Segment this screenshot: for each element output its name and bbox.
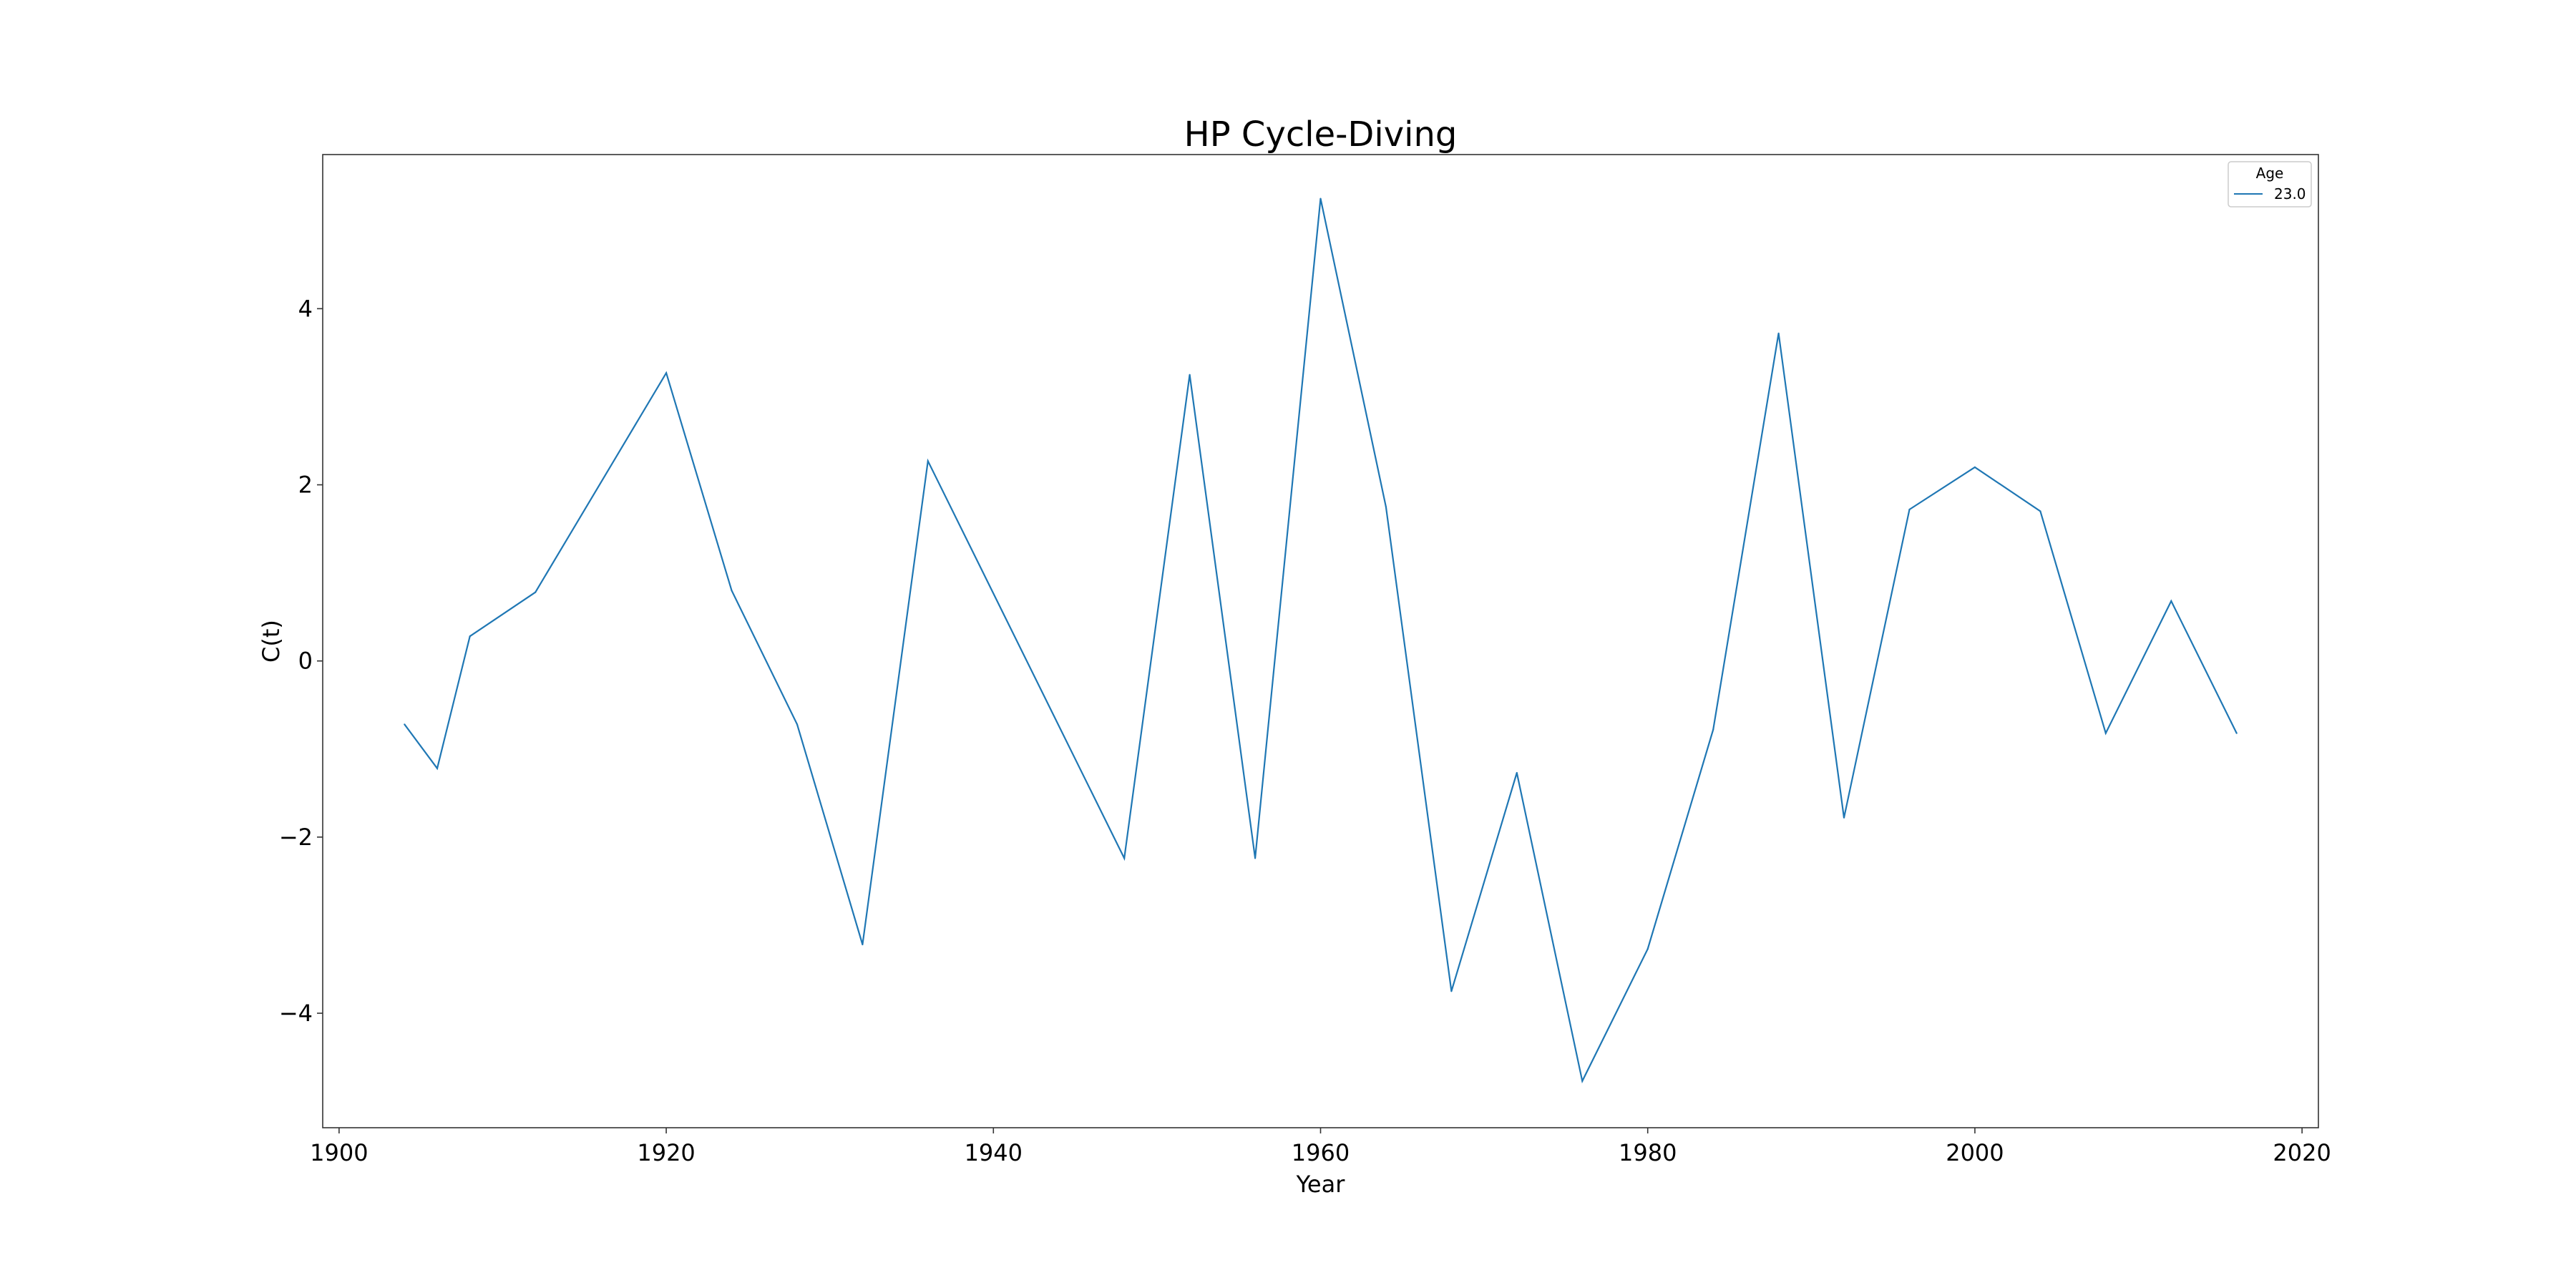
data-point — [469, 635, 471, 638]
data-point — [1385, 506, 1387, 508]
x-tick-label: 1900 — [310, 1139, 368, 1166]
data-point — [1254, 857, 1257, 859]
y-tick-label: −2 — [279, 824, 313, 851]
axis-ticks: 1900 1920 1940 1960 1980 2000 2020 −4 −2 0 2 4 — [279, 295, 2331, 1166]
data-point — [1189, 374, 1191, 376]
x-axis-label: Year — [1296, 1171, 1346, 1198]
y-tick-label: 4 — [298, 295, 313, 322]
data-point — [1974, 466, 1976, 469]
legend-title: Age — [2256, 165, 2284, 182]
data-point — [2170, 600, 2172, 602]
plot-frame — [322, 154, 2319, 1128]
data-point — [1908, 508, 1911, 511]
x-tick-label: 1940 — [965, 1139, 1023, 1166]
data-point — [1843, 816, 1845, 819]
y-tick-label: 2 — [298, 472, 313, 499]
x-tick-label: 2020 — [2273, 1139, 2331, 1166]
data-point — [1319, 197, 1322, 200]
x-tick-label: 1920 — [637, 1139, 695, 1166]
data-point — [862, 943, 864, 946]
data-point — [404, 723, 406, 726]
legend: Age 23.0 — [2228, 161, 2312, 208]
data-point — [2235, 732, 2238, 734]
data-point — [1450, 990, 1453, 992]
data-point — [1712, 728, 1714, 731]
y-tick-label: −4 — [279, 1000, 313, 1027]
x-tick-label: 1980 — [1619, 1139, 1677, 1166]
y-tick-label: 0 — [298, 648, 313, 675]
data-point — [665, 372, 668, 374]
data-point — [796, 723, 799, 726]
legend-series-label: 23.0 — [2274, 185, 2306, 203]
data-point — [1581, 1080, 1584, 1082]
data-point — [731, 590, 733, 592]
data-point — [436, 767, 439, 769]
data-point — [1646, 948, 1649, 950]
data-point — [1516, 771, 1518, 774]
data-point — [927, 460, 929, 462]
chart-title: HP Cycle-Diving — [1184, 114, 1458, 155]
y-axis-label: C(t) — [258, 620, 285, 663]
data-point — [1123, 857, 1126, 859]
data-point — [535, 591, 537, 593]
data-point — [2039, 510, 2041, 512]
series-layer — [404, 197, 2238, 1084]
data-point — [2104, 732, 2107, 734]
x-tick-label: 1960 — [1292, 1139, 1350, 1166]
series-line — [404, 198, 2238, 1084]
legend-box — [2228, 161, 2312, 208]
x-tick-label: 2000 — [1946, 1139, 2004, 1166]
data-point — [1777, 332, 1780, 334]
